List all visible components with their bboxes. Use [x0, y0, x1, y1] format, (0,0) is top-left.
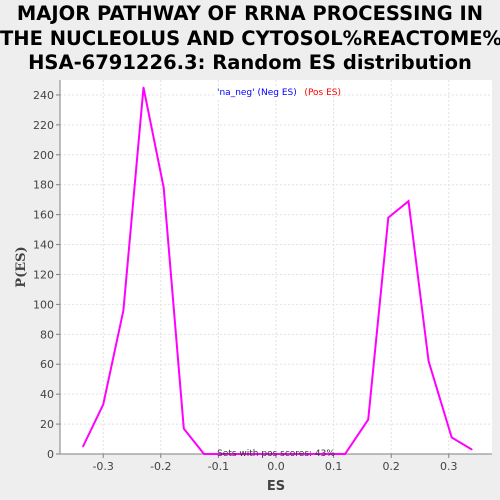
data-point — [387, 216, 390, 219]
y-tick-label: 180 — [33, 179, 54, 192]
data-point — [283, 453, 286, 455]
x-tick-label: 0.3 — [440, 460, 458, 473]
data-point — [344, 453, 346, 455]
data-point — [263, 453, 266, 455]
x-tick-label: -0.1 — [208, 460, 229, 473]
y-tick-label: 240 — [33, 89, 54, 102]
y-tick-label: 40 — [40, 388, 54, 401]
legend-pos-label: 'na_pos' (Pos ES) — [265, 88, 341, 98]
chart-title-line-2: THE NUCLEOLUS AND CYTOSOL%REACTOME%R- — [0, 26, 500, 50]
data-point — [367, 418, 369, 421]
y-tick-label: 80 — [40, 328, 54, 341]
x-tick-label: 0.0 — [267, 460, 285, 473]
y-tick-label: 220 — [33, 119, 54, 132]
data-point — [183, 427, 185, 430]
x-tick-label: 0.2 — [382, 460, 400, 473]
series-line — [82, 87, 473, 455]
chart-title: MAJOR PATHWAY OF RRNA PROCESSING IN THE … — [0, 2, 500, 76]
data-point — [162, 186, 165, 189]
x-axis-label: ES — [267, 479, 285, 494]
y-axis-label: P(ES) — [14, 246, 29, 287]
data-point — [304, 453, 306, 455]
data-point — [407, 200, 410, 202]
chart-title-line-3: HSA-6791226.3: Random ES distribution — [28, 51, 472, 74]
y-tick-label: 60 — [40, 358, 54, 371]
data-point — [102, 403, 104, 406]
data-point — [471, 448, 473, 451]
data-point — [450, 436, 453, 439]
data-point — [324, 453, 326, 455]
y-tick-label: 120 — [33, 268, 54, 281]
y-tick-label: 0 — [47, 448, 54, 461]
x-tick-label: 0.1 — [325, 460, 343, 473]
pos-score-annotation: Sets with pos scores: 43% — [217, 449, 335, 459]
data-point — [122, 309, 125, 312]
x-tick-label: -0.2 — [150, 460, 171, 473]
data-point — [427, 360, 430, 363]
data-point — [243, 453, 246, 455]
y-tick-label: 200 — [33, 149, 54, 162]
data-point — [223, 453, 225, 455]
y-tick-label: 100 — [33, 298, 54, 311]
data-point — [142, 86, 145, 89]
chart-title-line-1: MAJOR PATHWAY OF RRNA PROCESSING IN — [16, 2, 484, 25]
y-tick-label: 140 — [33, 239, 54, 252]
data-point — [82, 445, 84, 448]
legend-neg-label: 'na_neg' (Neg ES) — [217, 88, 297, 98]
legend-neg-background — [216, 86, 302, 98]
data-point — [203, 453, 205, 455]
y-tick-label: 160 — [33, 209, 54, 222]
plot-area — [60, 80, 492, 454]
y-tick-label: 20 — [40, 418, 54, 431]
x-tick-label: -0.3 — [92, 460, 113, 473]
